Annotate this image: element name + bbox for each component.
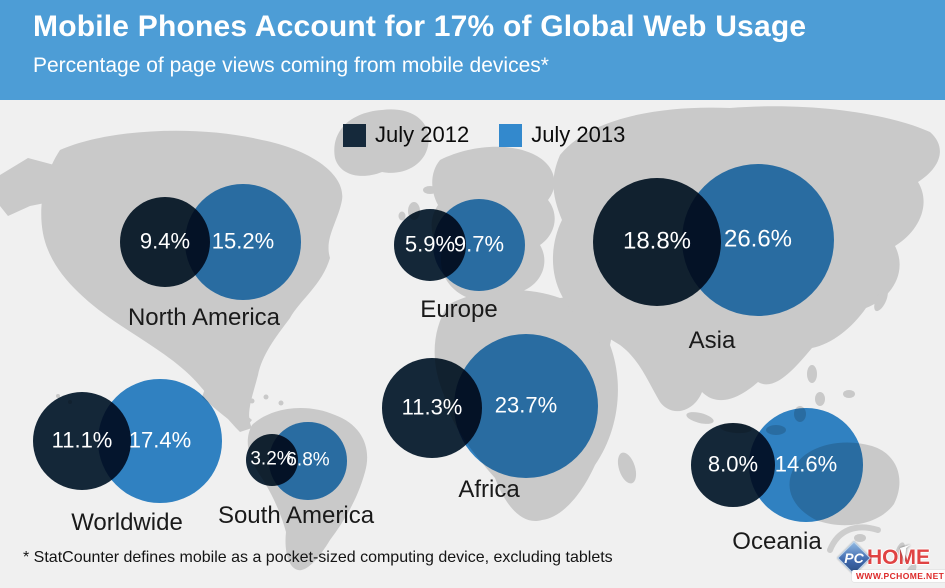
- pchome-watermark: PC HOME WWW.PCHOME.NET: [827, 524, 945, 584]
- bubble-2013-oceania: [749, 408, 863, 522]
- page-subtitle: Percentage of page views coming from mob…: [33, 54, 549, 77]
- pchome-url: WWW.PCHOME.NET: [852, 570, 945, 582]
- footnote: * StatCounter defines mobile as a pocket…: [23, 549, 613, 566]
- bubble-2013-africa: [453, 333, 599, 479]
- quill-icon: [827, 524, 881, 553]
- pchome-diamond: PC: [837, 541, 871, 575]
- bubble-2013-north-america: [185, 184, 301, 300]
- bubble-2013-asia: [681, 163, 835, 317]
- bubble-2013-europe: [432, 198, 526, 292]
- pc-text: PC: [844, 550, 864, 566]
- pchome-logo: PC HOME: [837, 541, 930, 575]
- legend-label-july-2013: July 2013: [531, 122, 626, 147]
- home-text: HOME: [867, 546, 930, 569]
- bubble-2013-south-america: [269, 422, 347, 500]
- bubble-2013-worldwide: [98, 379, 222, 503]
- legend-swatch-july-2012: [343, 123, 366, 147]
- page-title: Mobile Phones Account for 17% of Global …: [33, 10, 807, 43]
- legend-label-july-2012: July 2012: [375, 122, 470, 147]
- legend-swatch-july-2013: [499, 123, 523, 147]
- header-banner: Mobile Phones Account for 17% of Global …: [0, 0, 945, 100]
- legend: July 2012 July 2013: [343, 122, 626, 147]
